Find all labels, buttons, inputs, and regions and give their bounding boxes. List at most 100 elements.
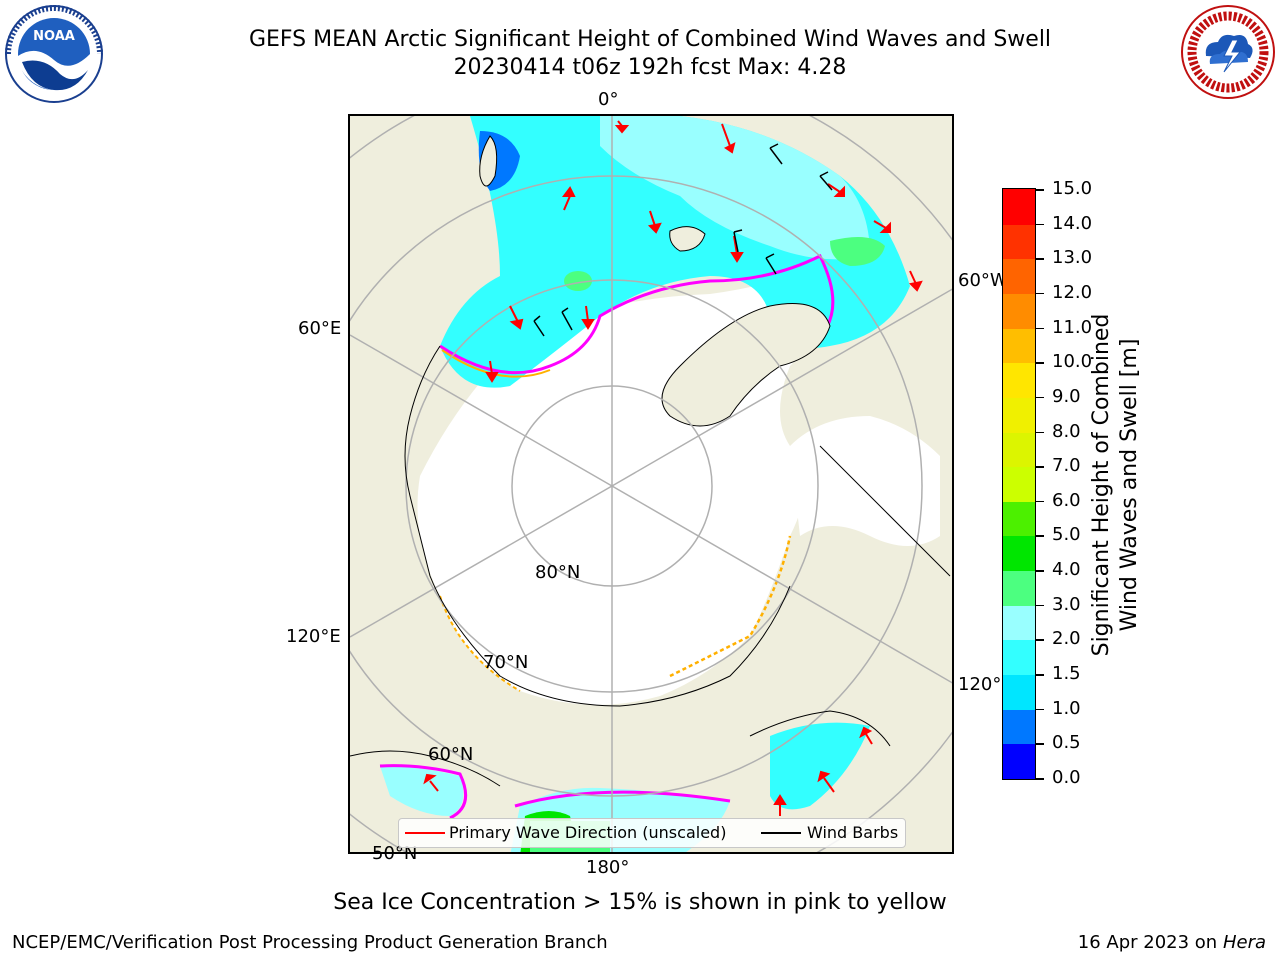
colorbar-segment <box>1003 224 1035 260</box>
colorbar-tick-label: 3.0 <box>1052 593 1081 615</box>
label-lon-60e: 60°E <box>298 318 342 339</box>
wave-arrow <box>485 372 499 383</box>
meridian-120w <box>611 485 952 684</box>
colorbar-tick <box>1036 604 1044 607</box>
colorbar-tick-label: 6.0 <box>1052 489 1081 511</box>
colorbar-tick <box>1036 362 1044 364</box>
wind-barb <box>819 171 833 191</box>
label-lat-80: 80°N <box>535 562 581 583</box>
wind-barb <box>561 307 573 331</box>
legend-wave-direction-swatch <box>405 832 445 834</box>
colorbar-segment <box>1003 570 1035 606</box>
graticule <box>350 116 952 852</box>
wave-field-atlantic-high <box>600 116 870 260</box>
colorbar-tick-label: 12.0 <box>1052 281 1093 303</box>
wave-arrow <box>773 794 787 805</box>
colorbar-segment <box>1003 431 1035 468</box>
colorbar-tick <box>1036 570 1044 572</box>
wave-field-high-patch <box>830 237 885 266</box>
colorbar-segment <box>1003 466 1035 502</box>
colorbar-tick-label: 0.0 <box>1052 767 1081 788</box>
wave-arrow <box>908 280 923 292</box>
label-lon-180: 180° <box>586 857 630 878</box>
colorbar-tick <box>1036 639 1044 641</box>
colorbar-segment <box>1003 328 1035 364</box>
wave-field-okhotsk <box>380 766 464 816</box>
colorbar-segment <box>1003 362 1035 398</box>
colorbar-tick <box>1036 223 1044 226</box>
label-lon-120e: 120°E <box>286 626 341 647</box>
novaya-zemlya <box>479 135 498 187</box>
label-lat-70: 70°N <box>483 652 529 673</box>
label-lat-60: 60°N <box>428 744 474 765</box>
colorbar-tick-label: 1.0 <box>1052 697 1081 719</box>
wave-field-pacific <box>770 722 870 810</box>
legend-wind-barb-swatch <box>761 832 801 834</box>
wave-arrow <box>581 319 595 330</box>
coastline-kamchatka <box>350 750 501 787</box>
coastlines <box>350 345 951 787</box>
colorbar-segment <box>1003 639 1035 676</box>
wind-barb <box>769 143 783 165</box>
archipelago-channels <box>790 416 940 546</box>
wave-arrow <box>879 221 891 233</box>
footer-machine: Hera <box>1222 932 1266 953</box>
colorbar-tick-label: 15.0 <box>1052 178 1093 199</box>
colorbar-label-line1: Significant Height of Combined <box>1089 313 1114 657</box>
wave-arrow <box>562 186 576 197</box>
wave-arrow <box>817 770 831 783</box>
colorbar-tick-label: 1.5 <box>1052 663 1081 685</box>
wave-arrow <box>859 726 873 739</box>
footer-date-text: 16 Apr 2023 on <box>1077 932 1223 953</box>
wind-barb <box>733 229 743 253</box>
legend-wave-direction-label: Primary Wave Direction (unscaled) <box>449 823 727 842</box>
colorbar-segment <box>1003 397 1035 433</box>
colorbar-tick <box>1036 396 1044 399</box>
wave-arrow <box>833 185 845 197</box>
colorbar-label-line2: Wind Waves and Swell [m] <box>1117 338 1142 632</box>
colorbar-segment <box>1003 743 1035 779</box>
ice-edge-beaufort <box>669 535 792 678</box>
colorbar-segment <box>1003 535 1035 572</box>
colorbar-tick-label: 2.0 <box>1052 628 1081 650</box>
legend-wind-barbs-label: Wind Barbs <box>807 823 899 842</box>
ice-edge-atlantic <box>439 253 835 375</box>
meridian-120e <box>350 485 613 638</box>
colorbar-tick <box>1036 708 1044 711</box>
label-lon-0: 0° <box>598 89 619 110</box>
label-lat-50: 50°N <box>372 843 418 864</box>
wave-arrow <box>423 773 437 785</box>
colorbar-segment <box>1003 674 1035 710</box>
colorbar-tick <box>1036 292 1044 295</box>
map-canvas <box>350 116 952 852</box>
colorbar-segment <box>1003 258 1035 294</box>
wave-arrow <box>724 142 736 154</box>
colorbar <box>1002 188 1036 780</box>
colorbar-tick <box>1036 466 1044 468</box>
colorbar-tick <box>1036 327 1044 330</box>
colorbar-tick-label: 7.0 <box>1052 455 1081 477</box>
footer-branch: NCEP/EMC/Verification Post Processing Pr… <box>12 932 608 953</box>
meridian-60e <box>350 334 613 487</box>
ice-edge-atlantic-yellow <box>441 349 551 378</box>
label-lon-60w: 60°W <box>958 270 1008 291</box>
colorbar-tick-label: 10.0 <box>1052 351 1093 373</box>
colorbar-tick <box>1036 535 1044 537</box>
meridian-60w <box>611 288 952 487</box>
colorbar-tick <box>1036 500 1044 503</box>
colorbar-tick-label: 13.0 <box>1052 247 1093 269</box>
colorbar-tick <box>1036 189 1044 191</box>
wind-barb <box>533 315 545 337</box>
colorbar-tick-label: 14.0 <box>1052 212 1093 234</box>
sea-ice-note: Sea Ice Concentration > 15% is shown in … <box>333 890 947 915</box>
wave-arrow <box>614 125 630 134</box>
coastline-eurasia-america <box>404 345 791 707</box>
colorbar-tick-label: 9.0 <box>1052 385 1081 407</box>
arctic-map[interactable] <box>348 114 954 854</box>
colorbar-tick <box>1036 743 1044 745</box>
footer-date: 16 Apr 2023 on Hera <box>1078 932 1266 953</box>
colorbar-segment <box>1003 189 1035 225</box>
colorbar-tick-label: 0.5 <box>1052 732 1081 754</box>
colorbar-tick-label: 11.0 <box>1052 316 1093 338</box>
chart-subtitle-run: 20230414 t06z 192h fcst Max: 4.28 <box>453 55 847 80</box>
